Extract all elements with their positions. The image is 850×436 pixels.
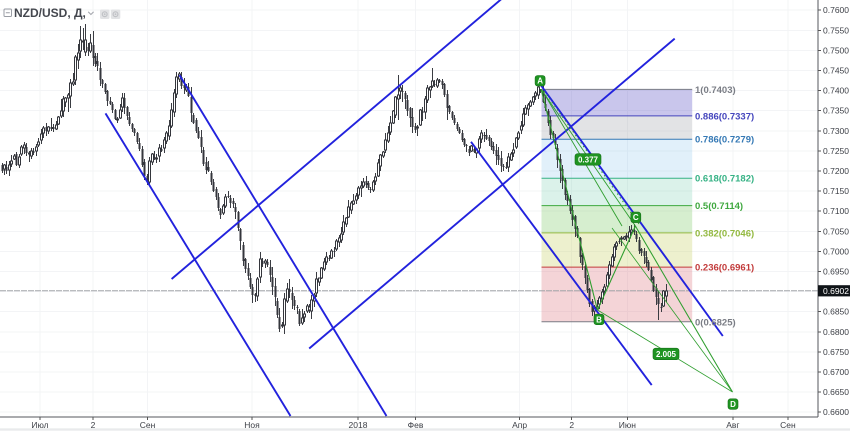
svg-text:0.5(0.7114): 0.5(0.7114) bbox=[695, 201, 743, 212]
svg-text:2: 2 bbox=[91, 420, 96, 430]
svg-text:0(0.6825): 0(0.6825) bbox=[695, 317, 736, 328]
svg-text:0.7600: 0.7600 bbox=[823, 5, 849, 15]
svg-text:1(0.7403): 1(0.7403) bbox=[695, 85, 736, 96]
svg-text:0.6800: 0.6800 bbox=[823, 327, 849, 337]
svg-text:2: 2 bbox=[569, 420, 574, 430]
svg-text:0.7500: 0.7500 bbox=[823, 45, 849, 55]
svg-text:2018: 2018 bbox=[349, 420, 368, 430]
svg-text:0.786(0.7279): 0.786(0.7279) bbox=[695, 135, 754, 146]
svg-text:0.377: 0.377 bbox=[578, 155, 599, 164]
svg-text:0.7400: 0.7400 bbox=[823, 86, 849, 96]
svg-text:Сен: Сен bbox=[780, 420, 796, 430]
svg-text:Июл: Июл bbox=[31, 420, 48, 430]
svg-text:Июн: Июн bbox=[619, 420, 636, 430]
svg-text:0.236(0.6961): 0.236(0.6961) bbox=[695, 263, 754, 274]
svg-text:0.6902: 0.6902 bbox=[823, 286, 849, 296]
svg-text:0.6650: 0.6650 bbox=[823, 387, 849, 397]
svg-text:Сен: Сен bbox=[140, 420, 156, 430]
svg-text:A: A bbox=[537, 77, 543, 86]
svg-text:2.005: 2.005 bbox=[656, 350, 677, 359]
svg-text:0.7550: 0.7550 bbox=[823, 25, 849, 35]
svg-text:0.7350: 0.7350 bbox=[823, 106, 849, 116]
svg-text:Апр: Апр bbox=[512, 420, 527, 430]
svg-text:0.7450: 0.7450 bbox=[823, 66, 849, 76]
svg-text:0.382(0.7046): 0.382(0.7046) bbox=[695, 228, 754, 239]
svg-text:0.618(0.7182): 0.618(0.7182) bbox=[695, 174, 754, 185]
svg-text:0.7200: 0.7200 bbox=[823, 166, 849, 176]
svg-text:B: B bbox=[596, 315, 602, 324]
svg-text:0.7150: 0.7150 bbox=[823, 186, 849, 196]
svg-text:0.6750: 0.6750 bbox=[823, 347, 849, 357]
svg-text:0.7100: 0.7100 bbox=[823, 206, 849, 216]
svg-text:0.6700: 0.6700 bbox=[823, 367, 849, 377]
svg-text:0.6850: 0.6850 bbox=[823, 307, 849, 317]
svg-text:0.7250: 0.7250 bbox=[823, 146, 849, 156]
svg-text:0.7050: 0.7050 bbox=[823, 226, 849, 236]
svg-text:D: D bbox=[730, 400, 736, 409]
svg-text:0.6600: 0.6600 bbox=[823, 407, 849, 417]
svg-text:C: C bbox=[633, 213, 639, 222]
svg-text:0.7300: 0.7300 bbox=[823, 126, 849, 136]
svg-text:0.7000: 0.7000 bbox=[823, 246, 849, 256]
svg-text:Ноя: Ноя bbox=[244, 420, 260, 430]
svg-text:Фев: Фев bbox=[408, 420, 424, 430]
svg-text:0.886(0.7337): 0.886(0.7337) bbox=[695, 111, 754, 122]
svg-text:NZD/USD, Д,: NZD/USD, Д, bbox=[14, 6, 86, 20]
svg-text:0.6950: 0.6950 bbox=[823, 267, 849, 277]
svg-text:Авг: Авг bbox=[726, 420, 739, 430]
